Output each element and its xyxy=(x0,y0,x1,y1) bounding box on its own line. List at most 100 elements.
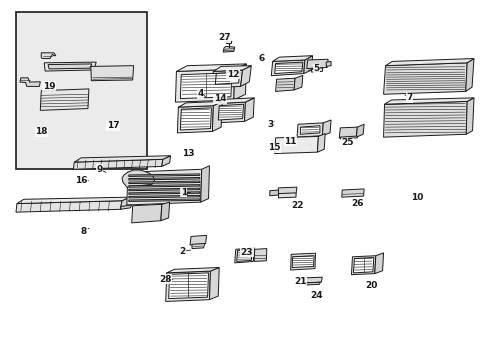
Polygon shape xyxy=(131,204,162,223)
Polygon shape xyxy=(275,78,294,91)
Polygon shape xyxy=(180,108,211,130)
Polygon shape xyxy=(215,72,239,84)
Text: 23: 23 xyxy=(240,248,253,257)
Polygon shape xyxy=(128,199,200,202)
Polygon shape xyxy=(290,253,315,270)
Polygon shape xyxy=(165,271,210,301)
Polygon shape xyxy=(178,102,222,107)
Polygon shape xyxy=(274,136,318,154)
Polygon shape xyxy=(340,136,357,139)
Text: 5: 5 xyxy=(313,64,319,73)
Text: 22: 22 xyxy=(291,201,304,210)
Polygon shape xyxy=(291,256,313,267)
Polygon shape xyxy=(122,170,154,187)
Polygon shape xyxy=(180,73,231,99)
Polygon shape xyxy=(269,190,278,196)
Polygon shape xyxy=(128,188,200,191)
Polygon shape xyxy=(234,248,254,263)
Polygon shape xyxy=(322,120,330,136)
Polygon shape xyxy=(351,256,375,275)
Polygon shape xyxy=(213,66,251,71)
Polygon shape xyxy=(385,59,473,66)
Polygon shape xyxy=(120,205,131,209)
Polygon shape xyxy=(201,166,209,202)
Polygon shape xyxy=(44,62,96,71)
Text: 8: 8 xyxy=(81,227,87,236)
Polygon shape xyxy=(311,68,322,72)
Polygon shape xyxy=(177,106,213,133)
Polygon shape xyxy=(192,244,204,249)
Polygon shape xyxy=(190,235,206,245)
Polygon shape xyxy=(300,126,319,134)
Text: 20: 20 xyxy=(365,281,377,290)
Polygon shape xyxy=(40,89,89,111)
Polygon shape xyxy=(233,64,246,100)
Text: 9: 9 xyxy=(96,165,102,174)
Polygon shape xyxy=(128,181,200,184)
Text: 15: 15 xyxy=(268,143,280,152)
Polygon shape xyxy=(277,187,296,194)
Polygon shape xyxy=(341,189,364,197)
Polygon shape xyxy=(168,273,208,298)
Polygon shape xyxy=(383,63,466,94)
Polygon shape xyxy=(212,102,222,131)
Polygon shape xyxy=(465,59,473,91)
Polygon shape xyxy=(339,127,357,138)
Polygon shape xyxy=(162,156,170,166)
Polygon shape xyxy=(465,98,473,134)
Text: 10: 10 xyxy=(410,193,423,202)
Text: 27: 27 xyxy=(217,33,230,42)
Polygon shape xyxy=(303,277,322,283)
Polygon shape xyxy=(216,98,254,104)
Text: 3: 3 xyxy=(266,120,273,129)
Polygon shape xyxy=(128,192,200,194)
Polygon shape xyxy=(48,64,92,69)
Polygon shape xyxy=(166,267,219,273)
Polygon shape xyxy=(20,78,40,86)
Polygon shape xyxy=(306,59,327,68)
Text: 16: 16 xyxy=(75,176,88,185)
Polygon shape xyxy=(161,202,169,221)
Bar xyxy=(16,12,147,169)
Polygon shape xyxy=(272,56,312,62)
Polygon shape xyxy=(223,46,234,52)
Polygon shape xyxy=(293,75,302,90)
Polygon shape xyxy=(305,282,320,285)
Polygon shape xyxy=(278,193,295,198)
Polygon shape xyxy=(211,70,242,88)
Polygon shape xyxy=(274,62,302,73)
Polygon shape xyxy=(91,66,133,81)
Polygon shape xyxy=(356,124,364,137)
Polygon shape xyxy=(17,197,129,203)
Polygon shape xyxy=(244,98,254,121)
Polygon shape xyxy=(128,174,200,176)
Polygon shape xyxy=(296,123,323,137)
Polygon shape xyxy=(353,257,373,273)
Polygon shape xyxy=(128,185,200,187)
Polygon shape xyxy=(225,41,231,44)
Polygon shape xyxy=(126,169,201,205)
Polygon shape xyxy=(73,159,163,169)
Text: 19: 19 xyxy=(42,82,55,91)
Text: 4: 4 xyxy=(197,89,203,98)
Polygon shape xyxy=(128,195,200,198)
Polygon shape xyxy=(236,249,252,261)
Text: 7: 7 xyxy=(406,93,412,102)
Text: 28: 28 xyxy=(159,275,172,284)
Polygon shape xyxy=(303,56,312,73)
Polygon shape xyxy=(325,62,330,66)
Text: 17: 17 xyxy=(107,121,119,130)
Text: 26: 26 xyxy=(350,199,363,208)
Polygon shape xyxy=(215,102,245,123)
Polygon shape xyxy=(74,156,170,162)
Text: 2: 2 xyxy=(179,247,185,256)
Polygon shape xyxy=(41,53,56,59)
Polygon shape xyxy=(128,177,200,180)
Polygon shape xyxy=(240,66,251,86)
Text: 25: 25 xyxy=(341,138,353,147)
Text: 11: 11 xyxy=(284,137,296,146)
Text: 13: 13 xyxy=(182,149,194,158)
Text: 21: 21 xyxy=(294,277,306,286)
Polygon shape xyxy=(175,69,234,102)
Polygon shape xyxy=(16,201,122,212)
